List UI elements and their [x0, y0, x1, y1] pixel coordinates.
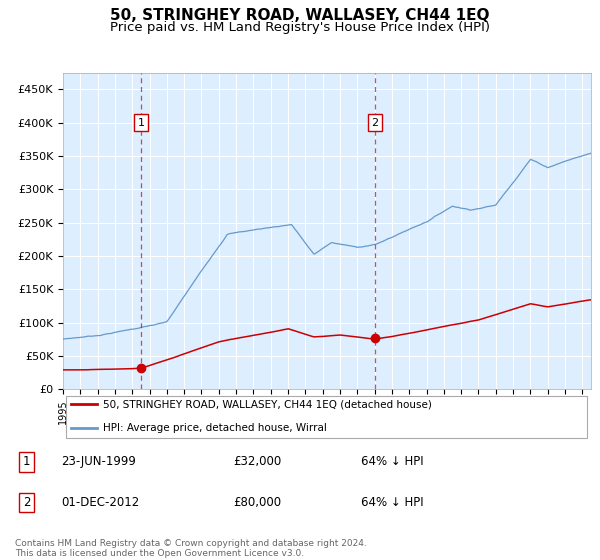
- Text: Price paid vs. HM Land Registry's House Price Index (HPI): Price paid vs. HM Land Registry's House …: [110, 21, 490, 34]
- Text: 01-DEC-2012: 01-DEC-2012: [61, 496, 140, 509]
- Text: £32,000: £32,000: [233, 455, 281, 468]
- Text: 64% ↓ HPI: 64% ↓ HPI: [361, 496, 424, 509]
- Text: 2: 2: [23, 496, 30, 509]
- Text: £80,000: £80,000: [233, 496, 281, 509]
- Text: 1: 1: [23, 455, 30, 468]
- Text: HPI: Average price, detached house, Wirral: HPI: Average price, detached house, Wirr…: [103, 423, 326, 433]
- Text: 50, STRINGHEY ROAD, WALLASEY, CH44 1EQ: 50, STRINGHEY ROAD, WALLASEY, CH44 1EQ: [110, 8, 490, 24]
- FancyBboxPatch shape: [65, 395, 587, 438]
- Text: 50, STRINGHEY ROAD, WALLASEY, CH44 1EQ (detached house): 50, STRINGHEY ROAD, WALLASEY, CH44 1EQ (…: [103, 399, 431, 409]
- Text: 1: 1: [137, 118, 145, 128]
- Text: 64% ↓ HPI: 64% ↓ HPI: [361, 455, 424, 468]
- Text: Contains HM Land Registry data © Crown copyright and database right 2024.
This d: Contains HM Land Registry data © Crown c…: [15, 539, 367, 558]
- Text: 2: 2: [371, 118, 378, 128]
- Text: 23-JUN-1999: 23-JUN-1999: [61, 455, 136, 468]
